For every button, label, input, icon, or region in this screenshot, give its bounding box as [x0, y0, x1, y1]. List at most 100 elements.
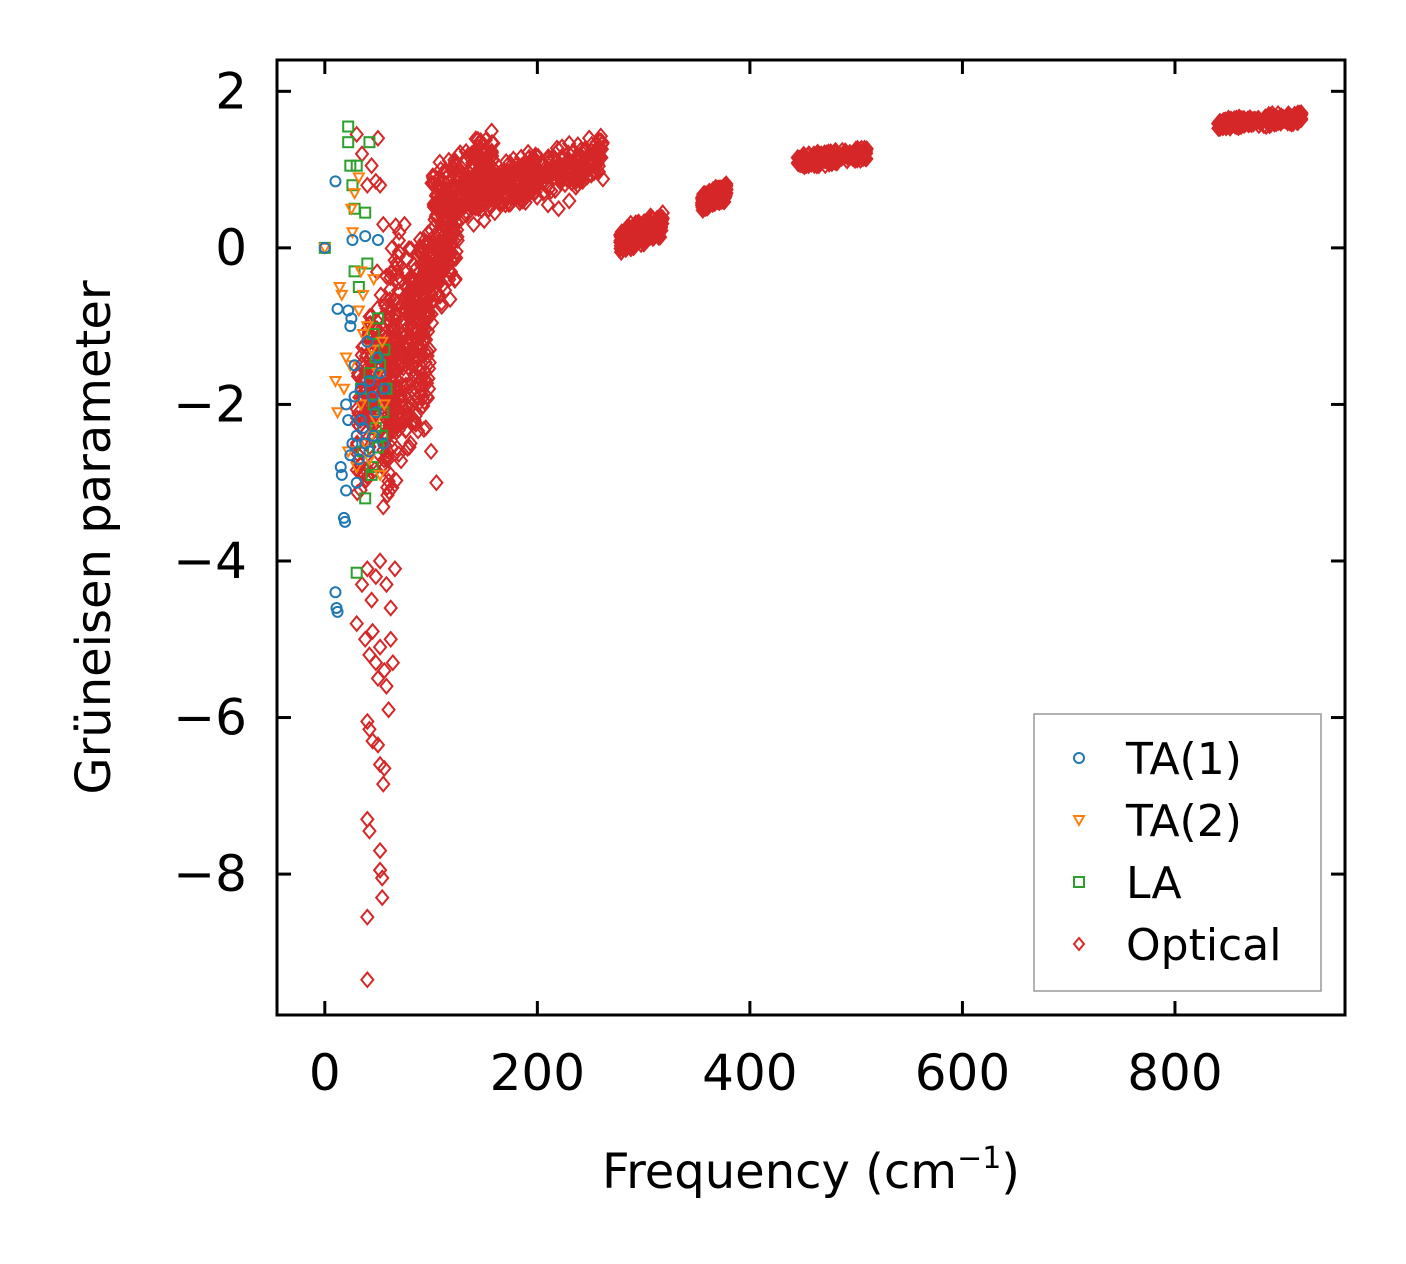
- optical-point: [398, 397, 413, 415]
- optical-point: [370, 736, 386, 754]
- optical-point: [444, 244, 459, 262]
- optical-point: [529, 188, 545, 206]
- optical-point: [375, 215, 391, 234]
- optical-point: [360, 560, 375, 578]
- optical-point: [441, 151, 457, 170]
- optical-point: [383, 630, 399, 649]
- data-point: [371, 312, 384, 325]
- optical-point: [417, 287, 432, 306]
- data-point: [331, 302, 344, 315]
- optical-point: [430, 175, 446, 194]
- optical-point: [632, 215, 648, 234]
- optical-point: [642, 220, 658, 238]
- optical-point: [349, 483, 365, 502]
- optical-point: [415, 397, 431, 415]
- data-point: [359, 437, 372, 450]
- data-point: [367, 274, 381, 287]
- optical-point: [1262, 110, 1278, 129]
- data-point: [363, 136, 376, 149]
- optical-point: [372, 176, 388, 195]
- data-point: [340, 398, 353, 411]
- optical-point: [450, 165, 466, 184]
- optical-point: [519, 159, 535, 178]
- optical-point: [535, 167, 551, 186]
- optical-point: [407, 411, 422, 429]
- optical-point: [415, 375, 431, 393]
- data-point: [318, 241, 331, 254]
- data-point: [339, 515, 352, 528]
- optical-point: [440, 188, 456, 207]
- y-tick-label: −8: [173, 845, 247, 903]
- legend-label: Optical: [1126, 920, 1281, 971]
- optical-point: [546, 148, 562, 167]
- data-point: [367, 398, 380, 411]
- data-point: [330, 407, 345, 420]
- optical-point: [557, 175, 573, 194]
- optical-point: [591, 131, 607, 150]
- data-point: [378, 382, 391, 395]
- data-point: [347, 188, 362, 201]
- y-tick-label: −6: [173, 689, 247, 747]
- data-point: [339, 352, 353, 365]
- optical-point: [383, 336, 399, 355]
- optical-point: [413, 315, 429, 333]
- x-tick-label: 200: [490, 1044, 585, 1102]
- optical-point: [844, 146, 860, 165]
- legend-label: LA: [1126, 858, 1182, 909]
- data-point: [371, 351, 384, 364]
- data-point: [354, 382, 367, 395]
- optical-point: [798, 148, 814, 167]
- optical-point: [377, 661, 392, 680]
- optical-point: [623, 239, 639, 258]
- optical-point: [384, 478, 400, 497]
- optical-point: [554, 168, 570, 187]
- optical-point: [811, 154, 826, 172]
- optical-point: [442, 290, 458, 309]
- data-point: [348, 390, 361, 403]
- optical-point: [852, 142, 867, 161]
- optical-point: [364, 591, 379, 609]
- optical-point: [372, 552, 388, 570]
- optical-point: [623, 233, 638, 251]
- optical-point: [414, 243, 430, 262]
- optical-point: [398, 421, 413, 440]
- optical-point: [439, 208, 455, 226]
- optical-point: [375, 498, 391, 516]
- optical-point: [470, 191, 485, 209]
- x-tick-label: 0: [309, 1044, 341, 1102]
- data-point: [366, 461, 379, 474]
- data-point: [377, 399, 392, 412]
- data-point: [369, 415, 383, 428]
- optical-point: [397, 336, 413, 355]
- optical-point: [564, 174, 579, 192]
- optical-point: [368, 172, 384, 191]
- optical-point: [374, 869, 390, 887]
- optical-point: [391, 231, 407, 250]
- y-tick-label: −4: [173, 532, 247, 590]
- optical-point: [498, 152, 514, 171]
- data-point: [337, 383, 351, 396]
- data-point: [335, 468, 348, 481]
- optical-point: [434, 221, 450, 239]
- optical-point: [473, 131, 488, 150]
- data-point: [366, 390, 379, 403]
- data-point: [350, 159, 363, 172]
- data-point: [359, 492, 372, 505]
- optical-point: [487, 203, 503, 222]
- optical-point: [393, 452, 409, 470]
- optical-point: [423, 442, 439, 461]
- optical-point: [569, 170, 585, 189]
- data-point: [346, 234, 359, 247]
- optical-point: [387, 560, 403, 578]
- optical-point: [515, 186, 530, 205]
- optical-point: [514, 169, 529, 187]
- optical-point: [402, 315, 418, 333]
- optical-point: [466, 215, 481, 234]
- legend-label: TA(1): [1125, 734, 1242, 785]
- optical-point: [401, 239, 417, 258]
- data-point: [360, 321, 375, 334]
- optical-point: [559, 170, 575, 189]
- x-tick-label: 400: [702, 1044, 797, 1102]
